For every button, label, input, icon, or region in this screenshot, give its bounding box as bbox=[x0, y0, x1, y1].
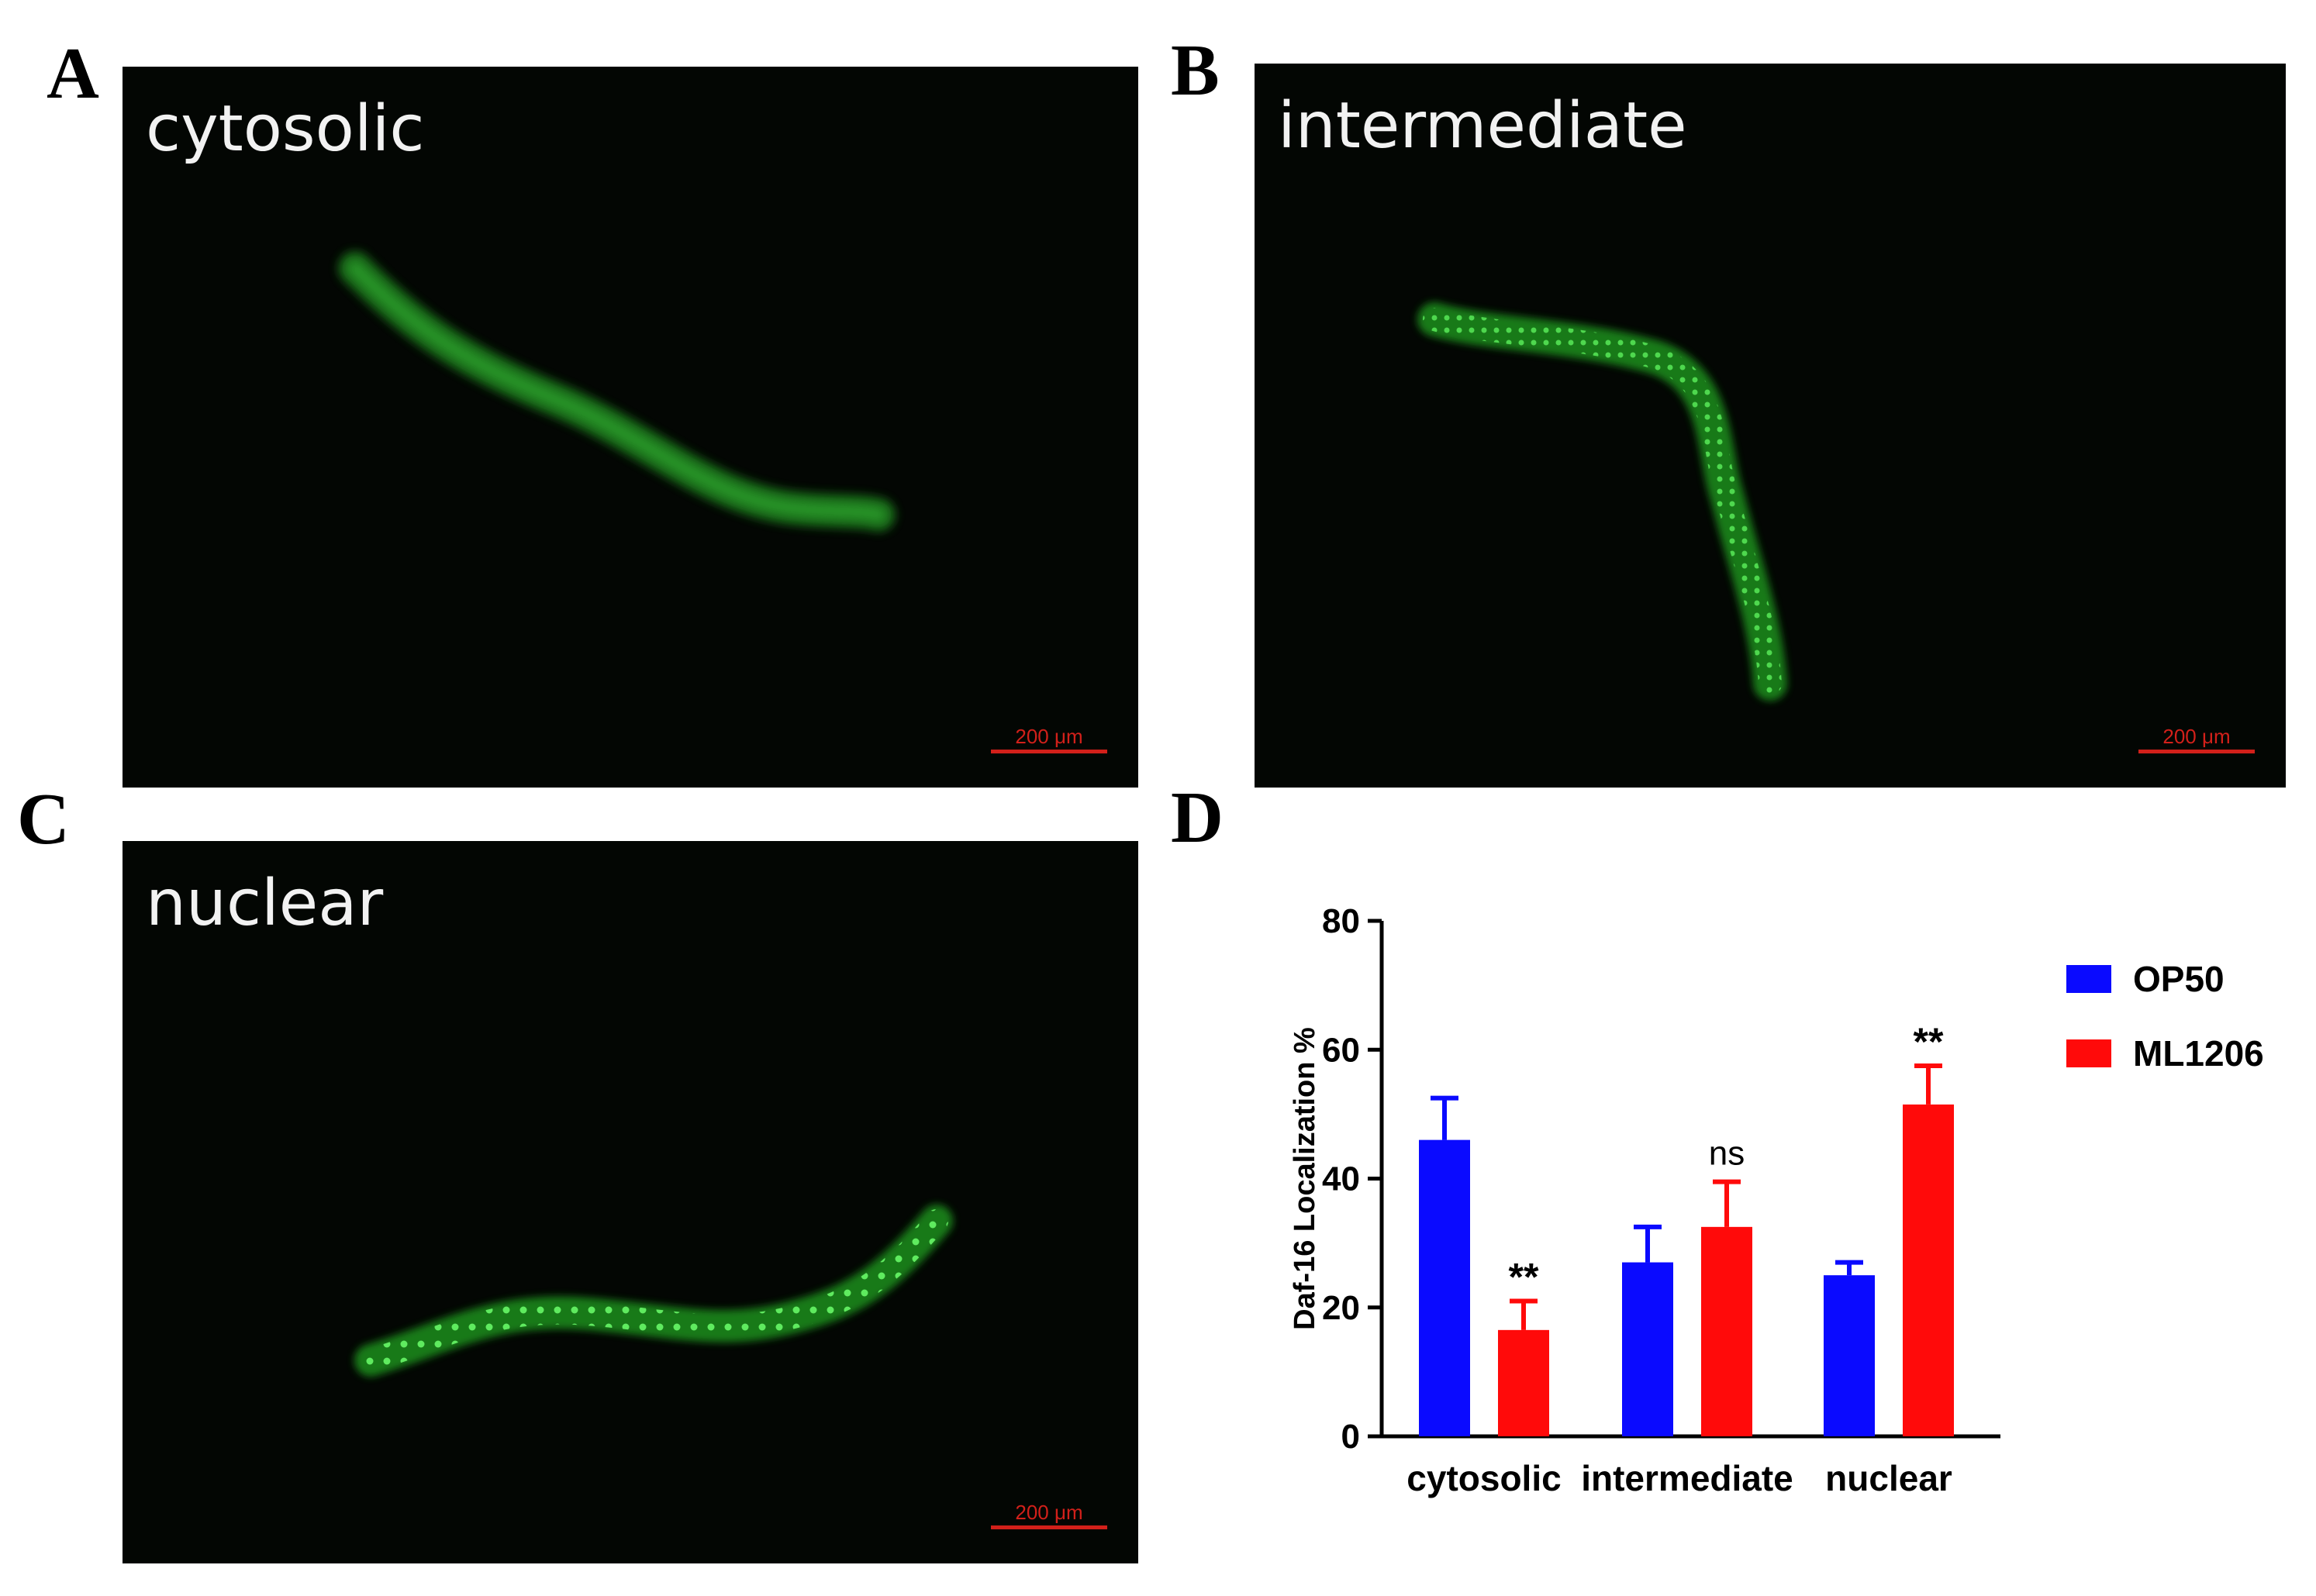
scale-bar: 200 μm bbox=[991, 1502, 1107, 1529]
micrograph-intermediate: intermediate 200 μm bbox=[1255, 64, 2286, 788]
chart-legend: OP50 ML1206 bbox=[2066, 942, 2264, 1091]
worm-image-intermediate bbox=[1417, 302, 1787, 701]
significance-label: ns bbox=[1709, 1135, 1745, 1173]
scale-bar: 200 μm bbox=[2138, 726, 2255, 753]
x-tick-label: cytosolic bbox=[1407, 1458, 1561, 1498]
scale-bar: 200 μm bbox=[991, 726, 1107, 753]
y-tick-label: 80 bbox=[1322, 902, 1360, 940]
y-tick-label: 40 bbox=[1322, 1160, 1360, 1198]
legend-label-ml1206: ML1206 bbox=[2133, 1033, 2264, 1074]
panel-letter-a: A bbox=[47, 33, 99, 114]
scale-bar-label: 200 μm bbox=[2162, 725, 2231, 748]
label-cytosolic: cytosolic bbox=[146, 92, 425, 166]
bar-chart: 0 20 40 60 80 Daf-16 Localization % ** cytosoli… bbox=[1289, 902, 2000, 1498]
y-tick-label: 20 bbox=[1322, 1289, 1360, 1327]
scale-bar-label: 200 μm bbox=[1015, 725, 1083, 748]
label-nuclear: nuclear bbox=[146, 867, 384, 940]
panel-letter-c: C bbox=[17, 779, 70, 860]
legend-item-op50: OP50 bbox=[2066, 942, 2264, 1016]
bar-op50-intermediate bbox=[1622, 1262, 1673, 1436]
y-tick-label: 60 bbox=[1322, 1031, 1360, 1069]
worm-image-cytosolic bbox=[338, 251, 896, 532]
significance-label: ** bbox=[1509, 1255, 1539, 1298]
bar-ml1206-cytosolic bbox=[1498, 1329, 1549, 1436]
micrograph-cytosolic: cytosolic 200 μm bbox=[123, 67, 1138, 788]
micrograph-nuclear: nuclear 200 μm bbox=[123, 841, 1138, 1563]
worm-image-nuclear bbox=[354, 1205, 953, 1377]
x-tick-label: nuclear bbox=[1825, 1458, 1952, 1498]
bar-op50-cytosolic bbox=[1419, 1139, 1470, 1436]
bar-ml1206-intermediate bbox=[1701, 1226, 1752, 1436]
legend-swatch-op50 bbox=[2066, 965, 2111, 993]
x-tick-label: intermediate bbox=[1581, 1458, 1793, 1498]
significance-label: ** bbox=[1914, 1020, 1944, 1063]
legend-swatch-ml1206 bbox=[2066, 1039, 2111, 1067]
scale-bar-line bbox=[991, 750, 1107, 753]
y-tick-label: 0 bbox=[1341, 1418, 1360, 1456]
scale-bar-label: 200 μm bbox=[1015, 1501, 1083, 1524]
label-intermediate: intermediate bbox=[1278, 89, 1687, 163]
y-axis-label: Daf-16 Localization % bbox=[1289, 1027, 1321, 1330]
bar-op50-nuclear bbox=[1824, 1275, 1875, 1436]
legend-label-op50: OP50 bbox=[2133, 959, 2225, 999]
scale-bar-line bbox=[991, 1525, 1107, 1529]
panel-letter-d: D bbox=[1171, 777, 1224, 858]
panel-letter-b: B bbox=[1171, 30, 1220, 111]
scale-bar-line bbox=[2138, 750, 2255, 753]
legend-item-ml1206: ML1206 bbox=[2066, 1016, 2264, 1091]
bar-ml1206-nuclear bbox=[1903, 1104, 1954, 1436]
